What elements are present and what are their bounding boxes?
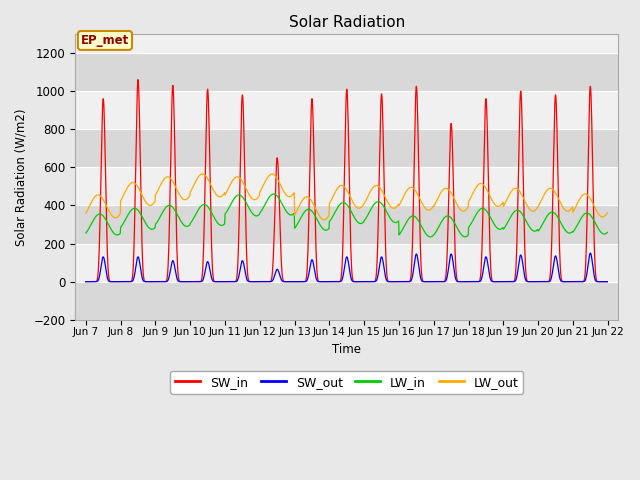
Bar — [76, 129, 618, 168]
Bar — [76, 53, 618, 91]
X-axis label: Time: Time — [332, 343, 362, 356]
Legend: SW_in, SW_out, LW_in, LW_out: SW_in, SW_out, LW_in, LW_out — [170, 371, 524, 394]
Text: EP_met: EP_met — [81, 34, 129, 47]
Bar — [76, 205, 618, 243]
Title: Solar Radiation: Solar Radiation — [289, 15, 405, 30]
Bar — [76, 282, 618, 320]
Y-axis label: Solar Radiation (W/m2): Solar Radiation (W/m2) — [15, 108, 28, 246]
